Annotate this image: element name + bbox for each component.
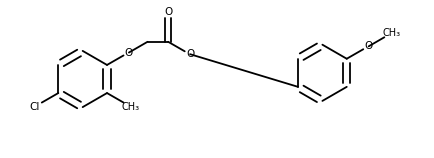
Text: Cl: Cl	[29, 102, 39, 112]
Text: CH₃: CH₃	[122, 102, 140, 112]
Text: CH₃: CH₃	[383, 28, 401, 38]
Text: O: O	[125, 48, 133, 58]
Text: O: O	[186, 49, 194, 59]
Text: O: O	[365, 41, 373, 51]
Text: O: O	[164, 7, 172, 17]
